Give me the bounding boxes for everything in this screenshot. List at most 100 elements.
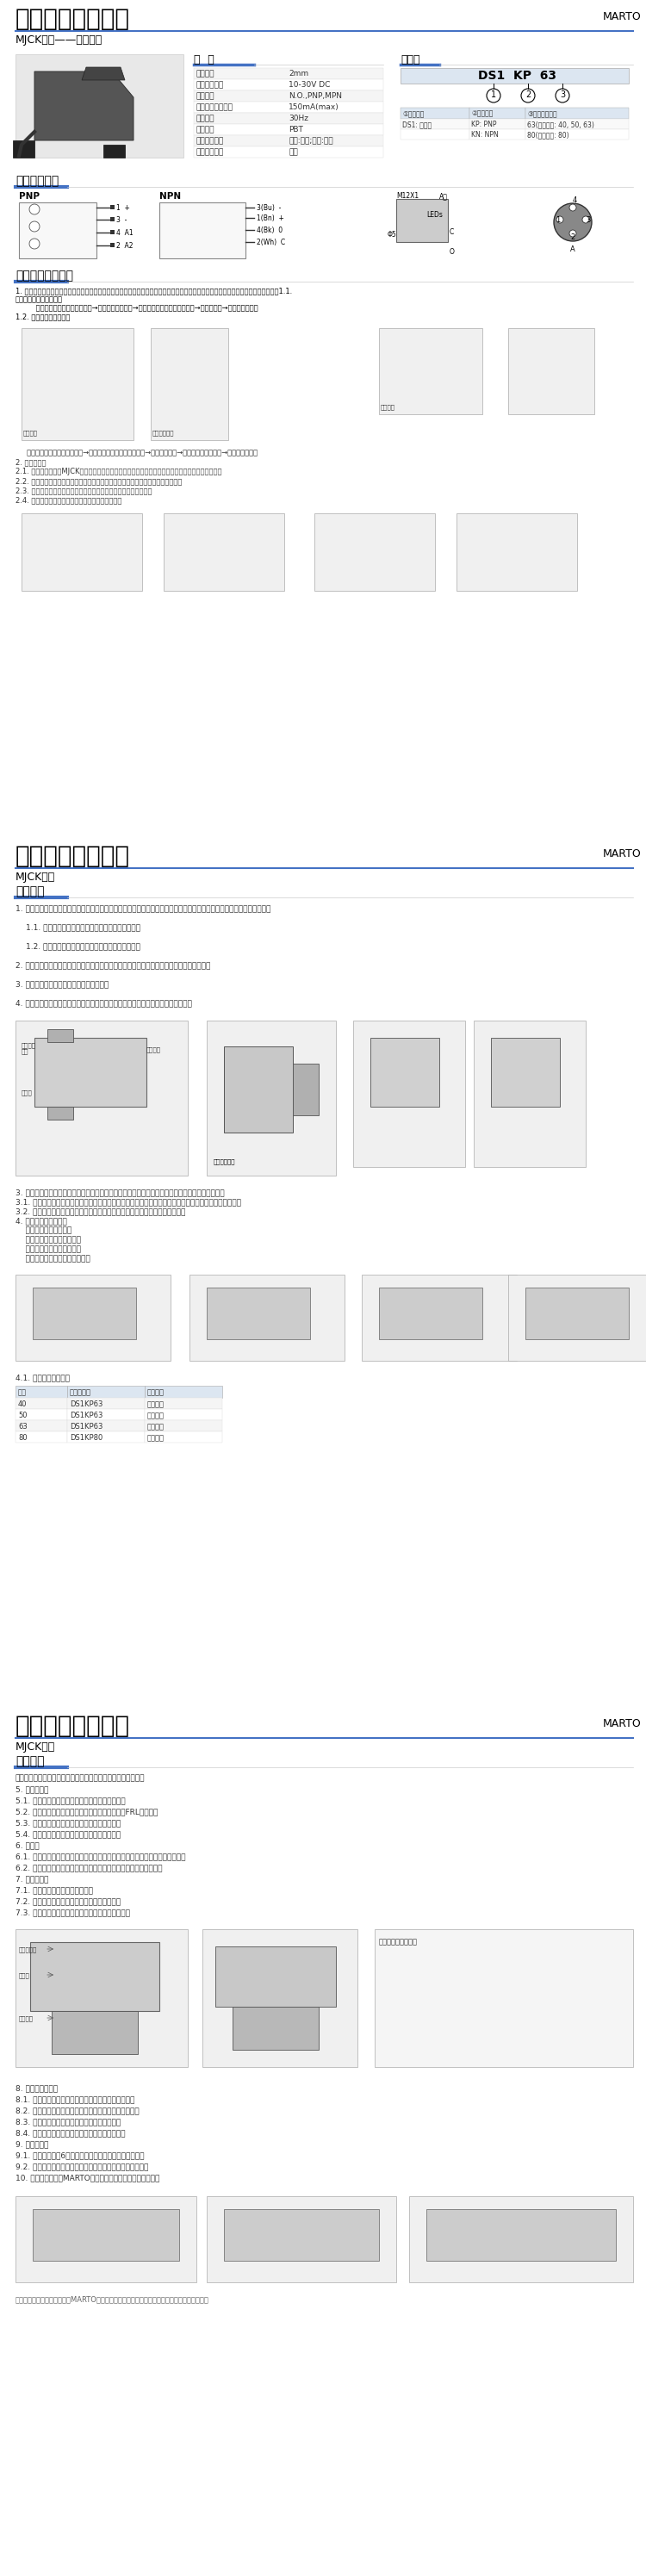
Text: 63(适用缸径: 40, 50, 63): 63(适用缸径: 40, 50, 63) [527,121,594,129]
Circle shape [486,88,501,103]
Text: 6.1. 本气缸出厂时已注入适量润滑脂，在使用空气润滑器的情况下可正常使用。: 6.1. 本气缸出厂时已注入适量润滑脂，在使用空气润滑器的情况下可正常使用。 [16,1852,185,1860]
Bar [16,2197,196,2282]
Bar [470,118,525,129]
Bar [194,134,383,147]
Bar [145,1432,222,1443]
Bar [207,1020,336,1175]
Bar [362,1275,517,1360]
Text: 强力焊接夹紧气缸: 强力焊接夹紧气缸 [16,8,130,31]
Text: ①规格代号: ①规格代号 [402,108,424,116]
Bar [67,1386,145,1399]
Text: 1(Bn)  +: 1(Bn) + [256,214,284,222]
Text: 安装指南: 安装指南 [16,1754,45,1767]
Text: 30Hz: 30Hz [289,113,308,121]
Text: 传感器型号: 传感器型号 [70,1388,91,1396]
Text: 63: 63 [18,1422,27,1430]
Bar [16,1419,67,1432]
Text: 2.2. 传感器能感应到气缸内部的磁场。请确保附近没有其他磁场，避免产生误动作。: 2.2. 传感器能感应到气缸内部的磁场。请确保附近没有其他磁场，避免产生误动作。 [16,477,182,484]
Text: 3(Bu)  -: 3(Bu) - [256,204,281,211]
Bar [194,100,383,113]
Text: 150mA(max): 150mA(max) [289,103,339,111]
Text: 2.1. 传感器只能检测MJCK系列气缸的磁场，不能用于其他气缸的检测。请勿将其用于检测其他气缸。: 2.1. 传感器只能检测MJCK系列气缸的磁场，不能用于其他气缸的检测。请勿将其… [16,469,222,477]
Bar [110,242,114,247]
Text: 传感器安装与使用: 传感器安装与使用 [16,270,73,281]
Circle shape [569,229,576,237]
Bar [491,1038,560,1108]
Text: 绿色常亮：电源正常。: 绿色常亮：电源正常。 [16,1226,72,1234]
Text: 大拇螺栓: 大拇螺栓 [23,430,38,435]
Bar [379,1288,483,1340]
Bar [16,1409,67,1419]
Text: 4. 传感器指示灯说明：: 4. 传感器指示灯说明： [16,1216,67,1224]
Text: 4. 调试：通入气源，检查气缸动作是否正常，调整传感器位置直到指示灯正确指示。: 4. 调试：通入气源，检查气缸动作是否正常，调整传感器位置直到指示灯正确指示。 [16,999,192,1007]
Text: DS1  KP  63: DS1 KP 63 [478,70,556,82]
Bar [145,1409,222,1419]
Bar [215,1947,336,2007]
Bar [30,1942,160,2012]
Text: 1. 传感器在出厂前已经安装好，无需自行估位。如需改变端子出线方向，更换新的传感器，重新调整角度等等操作，请按如下步骤进行：1.1.: 1. 传感器在出厂前已经安装好，无需自行估位。如需改变端子出线方向，更换新的传感… [16,286,292,294]
Text: MARTO: MARTO [603,1718,641,1728]
Bar [145,1386,222,1399]
Text: 标准位置: 标准位置 [147,1422,165,1430]
Text: MJCK系列: MJCK系列 [16,871,56,884]
Text: 6.2. 如不使用润滑器，建议定期检查润滑状况，必要时补充润滑脂。: 6.2. 如不使用润滑器，建议定期检查润滑状况，必要时补充润滑脂。 [16,1865,162,1873]
Text: 2: 2 [525,90,531,98]
Circle shape [556,216,563,224]
Text: 大拇螺栓: 大拇螺栓 [380,404,395,410]
Text: 10-30V DC: 10-30V DC [289,80,330,88]
Bar [233,2007,318,2050]
Text: DS1KP63: DS1KP63 [70,1422,103,1430]
Text: 1. 气缸与夹具安装：将气缸安装在夹具支架上，确认安装面平整，气缸与被夹件接触面平行。使用合适的紧固件紧固气缸。: 1. 气缸与夹具安装：将气缸安装在夹具支架上，确认安装面平整，气缸与被夹件接触面… [16,904,271,912]
Text: 夹紧臂: 夹紧臂 [19,1973,30,1978]
Text: 红色常亮：夹臂关闭到位。: 红色常亮：夹臂关闭到位。 [16,1244,81,1252]
Bar [67,1419,145,1432]
Text: 6. 润滑：: 6. 润滑： [16,1842,39,1850]
Bar [19,204,96,258]
Text: 指示灯不亮：检查电源及接线。: 指示灯不亮：检查电源及接线。 [16,1255,90,1262]
Text: 8.1. 气缸不动作：检查气源压力、配管连接、电磁阀。: 8.1. 气缸不动作：检查气源压力、配管连接、电磁阀。 [16,2094,134,2102]
Bar [409,2197,633,2282]
Text: 4: 4 [573,196,578,204]
Text: 4(Bk)  0: 4(Bk) 0 [256,227,283,234]
Text: 3: 3 [560,90,565,98]
Text: 关闭:红色;打开:黄色: 关闭:红色;打开:黄色 [289,137,333,144]
Text: 传感器: 传感器 [21,1090,32,1095]
Text: A侧: A侧 [439,193,448,201]
Bar [525,129,629,139]
Bar [194,80,383,90]
Text: DS1KP80: DS1KP80 [70,1435,103,1443]
Bar [525,108,629,118]
Text: MJCK系列——电传感器: MJCK系列——电传感器 [16,33,103,46]
Text: MARTO: MARTO [603,848,641,860]
Text: 9.2. 发现漏气应立即停止使用，更换密封件后方可继续使用。: 9.2. 发现漏气应立即停止使用，更换密封件后方可继续使用。 [16,2164,149,2172]
Bar [224,2210,379,2262]
Text: 传感器固定架: 传感器固定架 [152,430,174,435]
Circle shape [569,204,576,211]
Bar [375,1929,633,2066]
Polygon shape [34,72,134,139]
Text: 安装底板: 安装底板 [19,2014,34,2022]
Text: 4.1. 传感器型号选择：: 4.1. 传感器型号选择： [16,1373,70,1381]
Text: 7.3. 禁止在高温或低温环境中使用（参考规格表）。: 7.3. 禁止在高温或低温环境中使用（参考规格表）。 [16,1909,130,1917]
Text: 气缸本体: 气缸本体 [147,1046,161,1051]
Text: DS1KP63: DS1KP63 [70,1401,103,1409]
Text: 3. 传感器连接：按接线图连接传感器电线。: 3. 传感器连接：按接线图连接传感器电线。 [16,979,109,987]
Bar [16,1386,67,1399]
Text: 绿色: 绿色 [289,149,298,157]
Bar [401,108,470,118]
Bar [426,2210,616,2262]
Text: 如左下图所示：取下大拇螺栓→将传感器板及盒从缸体上取下→更换新传感器→安装回传感器板及盒→拧上大拇螺栓。: 如左下图所示：取下大拇螺栓→将传感器板及盒从缸体上取下→更换新传感器→安装回传感… [16,448,258,456]
Bar [194,147,383,157]
Bar [315,513,435,590]
Text: 1.1. 水平安装：适用于工件被夹持方向为水平方向。: 1.1. 水平安装：适用于工件被夹持方向为水平方向。 [26,922,140,930]
Text: 订购码: 订购码 [401,54,420,64]
Bar [67,1409,145,1419]
Bar [401,118,470,129]
Bar [224,1046,293,1133]
Bar [194,113,383,124]
Text: 如左下图所示：打下大拇螺栓→拆下传感器线代盒→根据实际需要把改变端子方向→还原反复扭→拧紧大拇螺栓。: 如左下图所示：打下大拇螺栓→拆下传感器线代盒→根据实际需要把改变端子方向→还原反… [16,304,258,312]
Bar [202,1929,357,2066]
Text: MARTO: MARTO [603,10,641,23]
Bar [194,67,383,80]
Text: C: C [450,229,454,237]
